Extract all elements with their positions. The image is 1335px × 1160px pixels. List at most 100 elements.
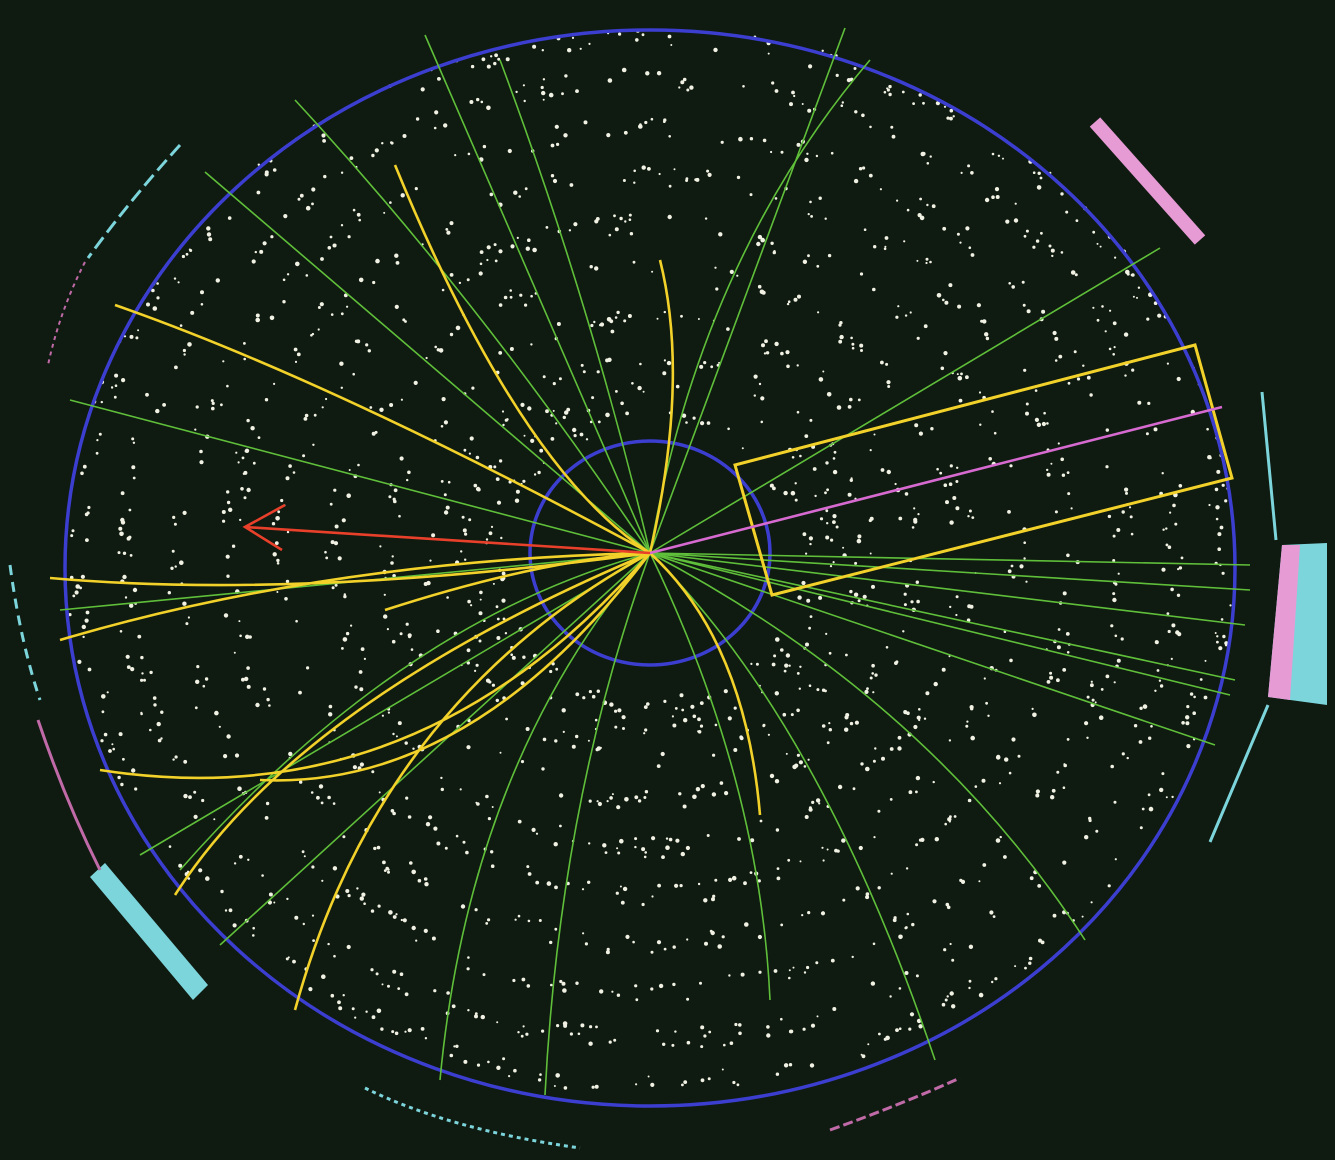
hit [898, 934, 903, 940]
hit [512, 978, 516, 983]
hit [948, 739, 952, 742]
hit [607, 78, 613, 83]
hit [982, 863, 987, 867]
hit [341, 518, 346, 523]
hit [1117, 572, 1120, 575]
hit [119, 630, 123, 633]
hit [449, 1053, 454, 1058]
hit [282, 278, 286, 282]
hit [575, 734, 579, 739]
hit [1220, 618, 1224, 621]
hit [404, 992, 409, 997]
hit [733, 706, 737, 710]
hit [662, 1042, 666, 1047]
hit [85, 610, 90, 615]
hit [671, 715, 675, 718]
hit [1008, 771, 1012, 775]
hit [956, 466, 959, 469]
hit [943, 948, 947, 952]
hit [1100, 688, 1104, 691]
hit [455, 1044, 459, 1049]
hit [804, 815, 809, 819]
hit [305, 205, 311, 211]
hit [220, 403, 223, 407]
hit [473, 483, 478, 488]
track [649, 552, 1251, 566]
hit [214, 710, 219, 716]
hit [637, 799, 642, 803]
hit [1023, 541, 1026, 544]
hit [1214, 632, 1217, 634]
hit [354, 339, 359, 343]
hit [655, 1029, 660, 1033]
hit [338, 1006, 343, 1011]
hit [241, 677, 245, 682]
hit [699, 724, 704, 728]
hit [174, 565, 177, 568]
hit [1141, 807, 1145, 811]
hit [474, 1012, 478, 1015]
hit [185, 622, 189, 626]
hit [686, 88, 690, 92]
hit [845, 653, 848, 657]
hit [541, 49, 544, 52]
hit [223, 754, 228, 759]
hit [706, 169, 710, 173]
hit [449, 273, 454, 277]
hit [363, 902, 366, 905]
hit [287, 956, 290, 959]
hit [1171, 795, 1174, 799]
hit [269, 315, 275, 321]
hit [499, 751, 502, 754]
hit [824, 217, 827, 220]
hit [525, 727, 530, 731]
hit [816, 264, 820, 268]
hit [889, 747, 894, 751]
hit [470, 64, 475, 69]
hit [571, 744, 576, 749]
hit [407, 470, 411, 475]
hit [1050, 248, 1055, 253]
hit [1058, 354, 1063, 359]
hit [774, 197, 778, 200]
hit [665, 837, 669, 840]
hit [869, 676, 873, 680]
hit [895, 660, 899, 664]
hit [228, 908, 233, 913]
hit [727, 716, 732, 721]
hit [1023, 557, 1026, 560]
hit [1121, 510, 1125, 514]
hit [463, 448, 467, 452]
hit [179, 560, 184, 565]
hit [789, 102, 793, 107]
hit [475, 663, 479, 667]
hit [700, 1045, 704, 1049]
hit [387, 984, 390, 988]
hit [884, 245, 887, 248]
hit [381, 983, 384, 986]
hit [970, 171, 974, 175]
hit [351, 1007, 355, 1011]
hit [117, 551, 121, 555]
track [114, 303, 651, 555]
hit [268, 704, 271, 707]
hit [356, 212, 361, 217]
hit [145, 392, 149, 397]
hit [861, 113, 865, 118]
hit [682, 77, 687, 82]
hit [383, 869, 387, 872]
hit [793, 297, 798, 302]
hit [120, 491, 125, 496]
track [439, 552, 651, 1081]
hit [631, 382, 634, 385]
hit [1063, 763, 1067, 768]
hit [479, 598, 482, 601]
hit [1031, 707, 1034, 711]
hit [943, 105, 947, 108]
hit [440, 480, 444, 483]
hit [724, 791, 729, 796]
hit [915, 580, 919, 584]
hit [168, 845, 172, 848]
hit [531, 827, 536, 833]
hit [246, 684, 251, 689]
